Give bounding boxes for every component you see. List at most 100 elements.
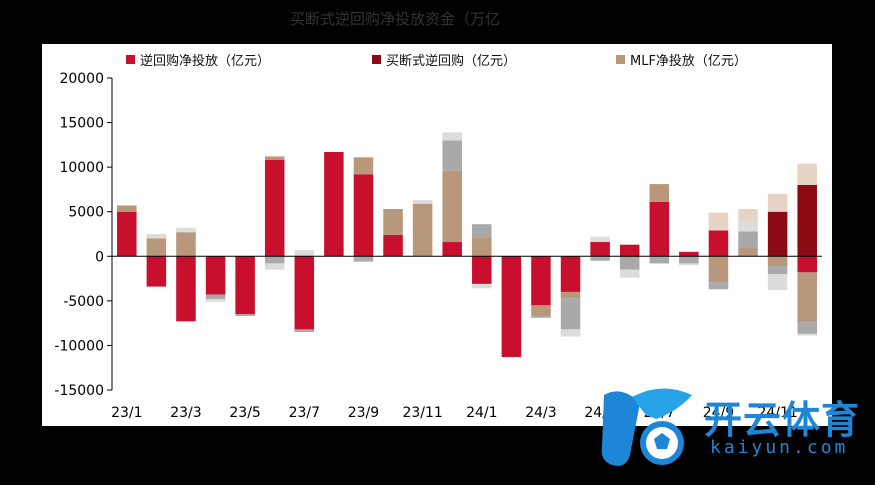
bar-segment-light_gray [412,200,433,204]
x-tick-label: 23/3 [170,405,201,421]
bar-segment-outright [797,184,817,257]
bar-segment-gray [472,224,492,238]
bar-segment-mlf [708,256,729,283]
x-tick-label: 23/9 [348,405,379,421]
bar-segment-gray [294,329,315,333]
y-tick-label: -15000 [54,383,104,399]
bar-segment-gray [767,266,788,275]
bar-segment-outright [767,211,788,257]
bar-segment-light_gray [176,227,196,233]
bar-segment-reverse_repo [235,256,255,315]
bar-segment-light_gray [797,333,817,336]
bar-segment-light_gray [205,299,226,302]
bar-segment-reverse_repo [353,174,374,257]
bar-segment-mlf [442,170,462,243]
bar-segment-gray [797,322,817,334]
bar-segment-light_gray [679,263,699,266]
bar-segment-mlf [738,247,758,257]
bar-segment-reverse_repo [649,201,670,257]
chart-svg: 20000 15000 10000 5000 0 -5000 -10000 -15000 23/… [54,71,822,421]
bar-segment-light_gray [442,132,462,141]
bar-segment-reverse_repo [442,242,462,257]
legend-item-reverse-repo[interactable]: 逆回购净投放（亿元） [126,50,271,69]
bar-segment-mlf [353,157,374,175]
bar-segment-gray [235,314,255,317]
bar-segment-reverse_repo [531,256,551,306]
legend-item-mlf[interactable]: MLF净投放（亿元） [616,50,747,69]
y-tick-label: 0 [95,249,104,265]
bar-segment-reverse_repo [117,211,137,257]
bar-segment-light_gray [560,329,581,337]
bar-segment-mlf [560,291,581,299]
x-tick-label: 24/3 [525,405,556,421]
legend-label-mlf: MLF净投放（亿元） [630,53,747,69]
bar-segment-reverse_repo [619,244,640,257]
x-tick-label: 24/11 [757,405,797,421]
legend-swatch-outright [372,54,381,64]
bar-segment-pale [708,212,729,231]
bar-segment-gray [708,282,729,290]
bar-segment-gray [560,298,581,330]
bar-segment-light_gray [264,263,285,270]
bar-segment-gray [531,316,551,318]
bar-segment-gray [205,294,226,300]
bar-segment-light_gray [590,236,610,243]
x-tick-label: 24/1 [466,405,497,421]
x-tick-label: 24/9 [703,405,734,421]
bar-segment-mlf [146,238,167,257]
bar-segment-light_gray [619,269,640,278]
bar-segment-mlf [117,205,137,212]
legend-label-reverse-repo: 逆回购净投放（亿元） [140,53,271,69]
bar-segment-mlf [649,184,670,202]
bar-segment-mlf [383,209,403,235]
bar-segment-reverse_repo [383,234,403,257]
bar-segment-gray [590,256,610,261]
bar-segment-pale [767,193,788,212]
legend-swatch-mlf [616,54,625,64]
bar-segment-pale [738,209,758,221]
x-tick-label: 23/1 [111,405,142,421]
y-tick-label: 5000 [68,205,104,221]
bar-segment-reverse_repo [560,256,581,292]
bar-segment-gray [738,231,758,248]
bar-segment-mlf [412,203,433,257]
bar-segment-light_gray [767,274,788,291]
bar-segment-gray [442,140,462,171]
bar-segment-reverse_repo [590,242,610,257]
legend-swatch-reverse-repo [126,54,135,64]
bar-segment-mlf [619,256,640,259]
bar-segment-mlf [264,156,285,161]
bar-segment-gray [679,256,699,264]
bar-segment-reverse_repo [708,230,729,257]
page-title: 买断式逆回购净投放资金（万亿 [289,10,500,28]
bar-segment-reverse_repo [679,251,699,257]
chart-panel: 逆回购净投放（亿元） 买断式逆回购（亿元） MLF净投放（亿元） 20000 15… [42,44,832,426]
watermark-domain: kaiyun.com [710,437,849,458]
bar-segment-reverse_repo [146,256,167,287]
bar-segment-mlf [767,256,788,267]
y-tick-label: 15000 [59,116,104,132]
bar-segment-mlf [531,305,551,317]
watermark: 开云体育 kaiyun.com [592,385,872,475]
bar-segment-mlf [176,232,196,257]
bar-segment-light_gray [472,283,492,289]
x-tick-label: 23/11 [402,405,442,421]
bar-segment-reverse_repo [324,151,344,257]
bar-segment-pale [797,163,817,185]
legend-item-outright[interactable]: 买断式逆回购（亿元） [372,50,516,69]
bar-segment-reverse_repo [264,160,285,257]
bar-segment-mlf [797,272,817,323]
bar-segment-reverse_repo [205,256,226,295]
bar-segment-reverse_repo [294,256,315,330]
bar-segment-gray [353,256,374,262]
bar-segment-light_gray [738,220,758,232]
x-tick-label: 23/7 [289,405,320,421]
bar-segment-light_gray [294,250,315,257]
bar-segment-reverse_repo [501,256,522,358]
bar-segment-reverse_repo [797,256,817,273]
bar-segment-light_gray [146,234,167,239]
watermark-logo-icon [601,388,692,466]
bar-segment-gray [264,256,285,264]
bar-segment-gray [649,256,670,264]
x-tick-label: 23/5 [229,405,260,421]
